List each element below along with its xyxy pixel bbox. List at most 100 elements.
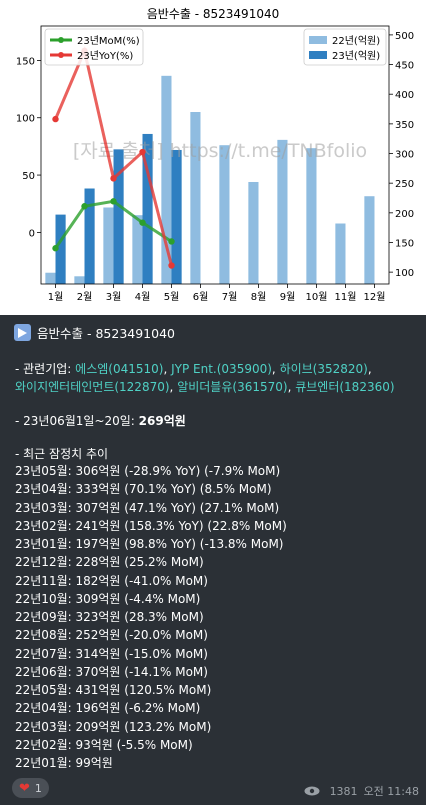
trend-line: 23년02월: 241억원 (158.3% YoY) (22.8% MoM) <box>15 518 287 533</box>
right-tick-label: 200 <box>395 209 414 220</box>
x-tick-label: 11월 <box>335 291 357 303</box>
bar <box>84 188 95 284</box>
bar <box>364 196 375 284</box>
trend-label: - 최근 잠정치 추이 <box>15 447 109 461</box>
line-point <box>168 238 175 245</box>
message-header: 음반수출 - 8523491040 <box>14 323 175 342</box>
heart-icon: ❤ <box>19 780 30 796</box>
company-link[interactable]: 와이지엔터테인먼트(122870) <box>15 380 170 394</box>
company-link[interactable]: JYP Ent.(035900) <box>171 362 272 376</box>
trend-line: 23년05월: 306억원 (-28.9% YoY) (-7.9% MoM) <box>15 464 281 478</box>
trend-line: 23년03월: 307억원 (47.1% YoY) (27.1% MoM) <box>15 500 280 515</box>
line-point <box>139 148 146 156</box>
view-count: 1381 <box>329 784 358 798</box>
x-tick-label: 7월 <box>222 291 238 303</box>
watermark: [자료 출처] https://t.me/TNBfolio <box>73 140 367 162</box>
trend-line: 22년10월: 309억원 (-4.4% MoM) <box>15 591 201 606</box>
right-tick-label: 500 <box>395 31 414 42</box>
message-time: 오전 11:48 <box>363 785 419 798</box>
left-tick-label: 100 <box>16 114 35 125</box>
trend-line: 22년02월: 93억원 (-5.5% MoM) <box>15 737 193 752</box>
bar <box>248 181 259 284</box>
chart-svg: 음반수출 - 8523491040 [자료 출처] https://t.me/TN… <box>16 7 414 303</box>
legend-label: 22년(억원) <box>332 35 380 47</box>
trend-line: 22년06월: 370억원 (-14.1% MoM) <box>15 664 208 679</box>
trend-line: 23년01월: 197억원 (98.8% YoY) (-13.8% MoM) <box>15 537 284 551</box>
bar <box>45 272 56 284</box>
x-tick-label: 6월 <box>193 291 209 303</box>
chart-image: 음반수출 - 8523491040 [자료 출처] https://t.me/TN… <box>0 0 426 315</box>
legend-bar-swatch <box>309 36 327 44</box>
bar <box>103 207 114 284</box>
trend-line: 22년01월: 99억원 <box>15 756 113 770</box>
bar <box>277 139 288 284</box>
left-tick-label: 0 <box>29 228 35 239</box>
legend-marker <box>58 37 64 43</box>
plot-frame <box>40 25 390 285</box>
trend-line: 22년12월: 228억원 (25.2% MoM) <box>15 555 204 570</box>
recent-value: 269억원 <box>138 414 186 428</box>
line-point <box>168 262 175 269</box>
right-tick-label: 100 <box>395 268 414 279</box>
companies-line-1: - 관련기업: 에스엠(041510), JYP Ent.(035900), 하… <box>15 362 372 376</box>
bar <box>190 112 201 284</box>
trend-line: 22년04월: 196억원 (-6.2% MoM) <box>15 701 201 716</box>
recent-line: - 23년06월1일~20일: 269억원 <box>15 413 186 429</box>
trend-line: 22년03월: 209억원 (123.2% MoM) <box>15 719 212 734</box>
left-tick-label: 150 <box>16 56 35 67</box>
company-link[interactable]: 에스엠(041510) <box>75 362 164 376</box>
x-tick-label: 8월 <box>251 291 267 303</box>
right-tick-label: 400 <box>395 90 414 101</box>
eye-icon <box>304 786 320 796</box>
x-tick-label: 2월 <box>77 291 93 303</box>
bar <box>55 214 66 284</box>
x-tick-label: 3월 <box>106 291 122 303</box>
company-link[interactable]: 하이브(352820) <box>279 362 368 376</box>
legend-label: 23년(억원) <box>332 50 380 62</box>
x-tick-label: 5월 <box>164 291 180 303</box>
line-point <box>139 219 146 226</box>
trend-line: 22년09월: 323억원 (28.3% MoM) <box>15 610 204 624</box>
play-icon <box>14 324 31 341</box>
x-tick-label: 12월 <box>364 291 386 303</box>
trend-line: 22년11월: 182억원 (-41.0% MoM) <box>15 573 208 588</box>
legend-bars: 22년(억원) 23년(억원) <box>303 28 387 66</box>
x-tick-label: 9월 <box>280 291 296 303</box>
x-tick-label: 4월 <box>135 291 151 303</box>
message-title: 음반수출 - 8523491040 <box>37 326 175 341</box>
legend-lines: 23년MoM(%) 23년YoY(%) <box>44 28 144 66</box>
bar <box>171 149 182 284</box>
trend-line: 22년05월: 431억원 (120.5% MoM) <box>15 683 212 697</box>
message-meta: 1381 오전 11:48 <box>304 783 419 799</box>
legend-label: 23년YoY(%) <box>77 50 133 62</box>
bar <box>161 75 172 285</box>
chart-title: 음반수출 - 8523491040 <box>147 7 279 21</box>
bar <box>142 133 153 284</box>
reaction-count: 1 <box>34 781 42 795</box>
line-point <box>110 175 117 182</box>
bar <box>113 149 124 284</box>
line-point <box>52 245 59 252</box>
companies-line-2: 와이지엔터테인먼트(122870), 알비더블유(361570), 큐브엔터(1… <box>15 380 395 394</box>
right-tick-label: 350 <box>395 120 414 131</box>
line-point <box>110 198 117 205</box>
company-link[interactable]: 알비더블유(361570) <box>177 380 288 394</box>
reaction-badge[interactable]: ❤ 1 <box>12 778 49 798</box>
left-tick-label: 50 <box>22 171 35 182</box>
company-link[interactable]: 큐브엔터(182360) <box>295 380 395 394</box>
trend-line: 22년07월: 314억원 (-15.0% MoM) <box>15 646 208 661</box>
legend-bar-swatch <box>309 51 327 59</box>
recent-prefix: - 23년06월1일~20일: <box>15 414 139 428</box>
line-point <box>52 115 59 123</box>
companies-label: - 관련기업: <box>15 362 76 376</box>
bar <box>219 145 230 284</box>
message-post: 음반수출 - 8523491040 - 관련기업: 에스엠(041510), J… <box>0 315 426 805</box>
legend-label: 23년MoM(%) <box>77 35 140 47</box>
right-tick-label: 450 <box>395 61 414 72</box>
trend-line: 23년04월: 333억원 (70.1% YoY) (8.5% MoM) <box>15 482 272 497</box>
line-point <box>81 203 88 210</box>
right-tick-label: 250 <box>395 179 414 190</box>
right-tick-label: 150 <box>395 238 414 249</box>
bar <box>306 148 317 284</box>
right-tick-label: 300 <box>395 150 414 161</box>
